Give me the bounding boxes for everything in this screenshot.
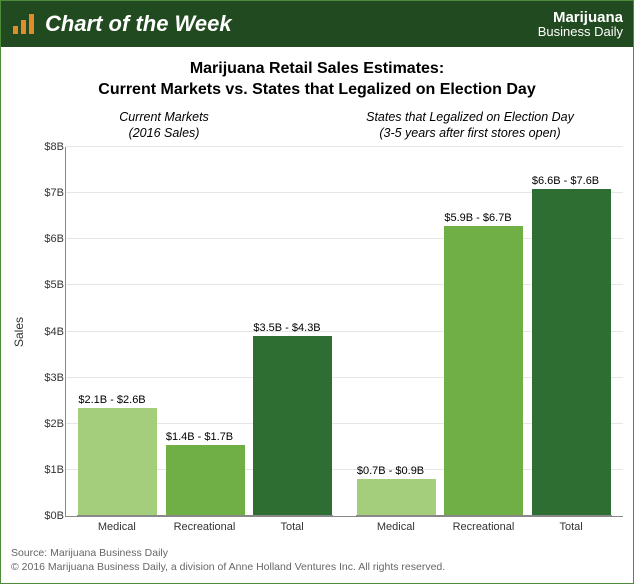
y-tick: $4B <box>44 326 64 338</box>
y-tick: $0B <box>44 510 64 522</box>
bar-value-label: $1.4B - $1.7B <box>166 431 233 443</box>
bar-value-label: $3.5B - $4.3B <box>253 322 320 334</box>
bar-group: $2.1B - $2.6B$1.4B - $1.7B$3.5B - $4.3B <box>66 147 345 516</box>
x-label-0-0: Medical <box>77 517 156 533</box>
bars-container: $2.1B - $2.6B$1.4B - $1.7B$3.5B - $4.3B$… <box>66 147 623 516</box>
bar-value-label: $2.1B - $2.6B <box>78 394 145 406</box>
group-baseline-0 <box>77 515 333 517</box>
y-tick: $6B <box>44 233 64 245</box>
bar-wrap: $1.4B - $1.7B <box>166 147 245 516</box>
group-label-0: Current Markets (2016 Sales) <box>11 109 317 142</box>
bar: $3.5B - $4.3B <box>253 336 332 516</box>
bar-value-label: $0.7B - $0.9B <box>357 465 424 477</box>
group-baseline-1 <box>356 515 612 517</box>
bar: $1.4B - $1.7B <box>166 445 245 516</box>
x-group-1: Medical Recreational Total <box>344 517 623 533</box>
x-label-0-1: Recreational <box>165 517 244 533</box>
brand-line1: Marijuana <box>538 10 623 25</box>
footer-copyright: © 2016 Marijuana Business Daily, a divis… <box>11 560 623 575</box>
y-ticks: $0B$1B$2B$3B$4B$5B$6B$7B$8B <box>28 147 64 516</box>
bar: $5.9B - $6.7B <box>444 226 523 517</box>
feature-title: Chart of the Week <box>45 11 232 37</box>
x-labels-row: Medical Recreational Total Medical Recre… <box>27 517 623 533</box>
brand-line2: Business Daily <box>538 25 623 38</box>
y-tick: $1B <box>44 464 64 476</box>
chart-icon <box>11 10 39 38</box>
x-label-0-2: Total <box>253 517 332 533</box>
x-label-1-0: Medical <box>356 517 435 533</box>
bar: $2.1B - $2.6B <box>78 408 157 516</box>
bar-wrap: $0.7B - $0.9B <box>357 147 436 516</box>
chart-title: Marijuana Retail Sales Estimates: Curren… <box>11 59 623 101</box>
footer-source: Source: Marijuana Business Daily <box>11 546 623 561</box>
bar-wrap: $6.6B - $7.6B <box>532 147 611 516</box>
x-group-0: Medical Recreational Total <box>65 517 344 533</box>
bar-group: $0.7B - $0.9B$5.9B - $6.7B$6.6B - $7.6B <box>345 147 624 516</box>
group1-line2: (3-5 years after first stores open) <box>317 125 623 141</box>
header-bar: Chart of the Week Marijuana Business Dai… <box>1 1 633 47</box>
title-line2: Current Markets vs. States that Legalize… <box>11 80 623 101</box>
chart-frame: Chart of the Week Marijuana Business Dai… <box>0 0 634 584</box>
bar: $0.7B - $0.9B <box>357 479 436 516</box>
y-tick: $3B <box>44 372 64 384</box>
x-label-1-2: Total <box>532 517 611 533</box>
bar-value-label: $6.6B - $7.6B <box>532 175 599 187</box>
title-line1: Marijuana Retail Sales Estimates: <box>11 59 623 80</box>
bar-wrap: $5.9B - $6.7B <box>444 147 523 516</box>
brand-block: Marijuana Business Daily <box>538 10 623 38</box>
y-tick: $7B <box>44 187 64 199</box>
plot-area: $0B$1B$2B$3B$4B$5B$6B$7B$8B $2.1B - $2.6… <box>65 147 623 517</box>
group0-line1: Current Markets <box>11 109 317 125</box>
x-label-1-1: Recreational <box>444 517 523 533</box>
bar-wrap: $2.1B - $2.6B <box>78 147 157 516</box>
plot-wrap: Sales $0B$1B$2B$3B$4B$5B$6B$7B$8B $2.1B … <box>11 147 623 517</box>
chart-area: Marijuana Retail Sales Estimates: Curren… <box>1 47 633 540</box>
y-tick: $8B <box>44 141 64 153</box>
bar-wrap: $3.5B - $4.3B <box>253 147 332 516</box>
group-labels-row: Current Markets (2016 Sales) States that… <box>11 109 623 142</box>
group-label-1: States that Legalized on Election Day (3… <box>317 109 623 142</box>
group0-line2: (2016 Sales) <box>11 125 317 141</box>
y-tick: $5B <box>44 279 64 291</box>
group1-line1: States that Legalized on Election Day <box>317 109 623 125</box>
footer: Source: Marijuana Business Daily © 2016 … <box>1 540 633 583</box>
y-axis-label: Sales <box>11 147 27 517</box>
bar-value-label: $5.9B - $6.7B <box>444 212 511 224</box>
y-tick: $2B <box>44 418 64 430</box>
header-left: Chart of the Week <box>11 10 232 38</box>
bar: $6.6B - $7.6B <box>532 189 611 516</box>
